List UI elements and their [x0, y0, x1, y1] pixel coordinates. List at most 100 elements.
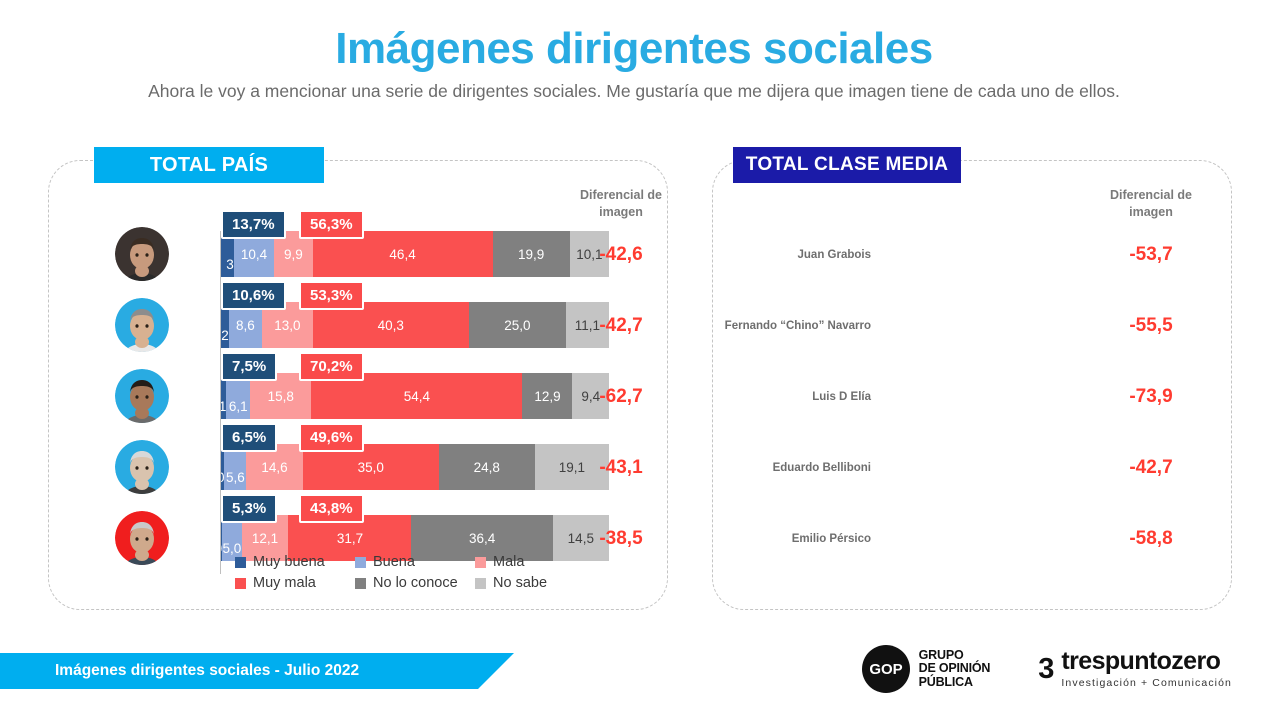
person-name-label: Fernando “Chino” Navarro [724, 319, 871, 332]
chart-row: Luis D Elía1,14,915,664,35,19,06%79,9%-7… [713, 361, 1231, 432]
segment-value-label: 40,3 [377, 317, 404, 333]
page-header: Imágenes dirigentes sociales Ahora le vo… [0, 0, 1268, 104]
differential-value: -42,7 [599, 314, 643, 336]
positive-image-chip: 13,7% [221, 210, 286, 239]
svg-text:GOP: GOP [869, 661, 902, 678]
tpz-wordmark: trespuntozero [1061, 647, 1221, 675]
bar-segment-no-lo-conoce: 19,9 [492, 231, 570, 277]
avatar-emilio-persico [115, 511, 169, 565]
chart-row: Fernando “Chino” Navarro1,56,016,246,819… [713, 290, 1231, 361]
gop-line-1: GRUPO [918, 647, 964, 662]
chart-row: 3,310,49,946,419,910,113,7%56,3%-42,6 [49, 210, 667, 290]
charts-container: TOTAL PAÍS Diferencial de imagen 3,310,4… [0, 147, 1268, 620]
differential-value: -38,5 [599, 527, 643, 549]
legend-swatch-icon [355, 577, 366, 589]
negative-image-chip: 70,2% [299, 352, 364, 381]
positive-image-chip: 10,6% [221, 281, 286, 310]
legend-item: Muy mala [235, 575, 355, 591]
differential-value: -73,9 [1129, 385, 1173, 407]
differential-value: -43,1 [599, 456, 643, 478]
chart-row: 0,35,012,131,736,414,55,3%43,8%-38,5 [49, 494, 667, 574]
chart-row: 2,08,613,040,325,011,110,6%53,3%-42,7 [49, 281, 667, 361]
page-title: Imágenes dirigentes sociales [335, 24, 933, 73]
differential-value: -62,7 [599, 385, 643, 407]
segment-value-label: 9,9 [283, 246, 303, 262]
segment-value-label: 25,0 [504, 317, 531, 333]
segment-value-label: 15,8 [267, 388, 294, 404]
differential-value: -55,5 [1129, 314, 1173, 336]
differential-value: -42,7 [1129, 456, 1173, 478]
segment-value-label: 31,7 [336, 530, 364, 546]
legend-item: Mala [475, 554, 595, 570]
differential-value: -42,6 [599, 243, 643, 265]
gop-circle-icon: GOP [861, 645, 910, 693]
positive-image-chip: 5,3% [221, 494, 278, 523]
stacked-bar: 3,310,49,946,419,910,113,7%56,3% [221, 210, 609, 277]
panel-badge-total-clase-media: TOTAL CLASE MEDIA [733, 147, 961, 183]
legend-label: Muy mala [253, 575, 316, 591]
avatar-eduardo-belliboni [115, 440, 169, 494]
segment-value-label: 5,6 [225, 470, 245, 485]
tpz-tagline: Investigación + Comunicación [1061, 677, 1232, 689]
diff-header-right: Diferencial de imagen [1110, 188, 1192, 219]
segment-value-label: 24,8 [473, 459, 500, 475]
stacked-bar: 0,95,614,635,024,819,16,5%49,6% [217, 423, 609, 490]
segment-value-label: 8,6 [236, 317, 255, 333]
bar-segment-no-lo-conoce: 25,0 [468, 302, 566, 348]
chart-row: 1,46,115,854,412,99,47,5%70,2%-62,7 [49, 352, 667, 432]
segment-value-label: 36,4 [468, 530, 496, 546]
person-name-label: Emilio Pérsico [791, 532, 871, 545]
logo-grupo-de-opinion-publica: GOP GRUPO DE OPINIÓN PÚBLICA [861, 645, 991, 693]
segment-value-label: 19,9 [518, 246, 545, 262]
panel-total-pais: TOTAL PAÍS Diferencial de imagen 3,310,4… [48, 147, 668, 610]
chart-rows-total-pais: 3,310,49,946,419,910,113,7%56,3%-42,62,0… [49, 210, 667, 574]
avatar-juan-grabois [115, 227, 169, 281]
segment-value-label: 12,1 [251, 530, 279, 546]
segment-value-label: 13,0 [274, 317, 301, 333]
chart-row: Emilio Pérsico0,52,719,538,523,415,43,2%… [713, 503, 1231, 574]
panel-total-clase-media: TOTAL CLASE MEDIA Diferencial de imagen … [712, 147, 1232, 610]
legend-swatch-icon [475, 556, 486, 568]
legend-item: No sabe [475, 575, 595, 591]
legend-label: Muy buena [253, 554, 325, 570]
negative-image-chip: 53,3% [299, 281, 364, 310]
footer-banner-text: Imágenes dirigentes sociales - Julio 202… [55, 662, 360, 679]
diff-header-left: Diferencial de imagen [580, 188, 662, 219]
chart-row: Juan Grabois2,910,111,255,511,98,413%66,… [713, 219, 1231, 290]
chart-row: Eduardo Belliboni0,63,812,634,534,214,34… [713, 432, 1231, 503]
stacked-bar: 0,35,012,131,736,414,55,3%43,8% [215, 494, 609, 561]
legend-item: No lo conoce [355, 575, 475, 591]
positive-image-chip: 6,5% [221, 423, 278, 452]
segment-value-label: 6,1 [228, 399, 248, 414]
person-name-label: Eduardo Belliboni [772, 461, 871, 474]
avatar-luis-delia [115, 369, 169, 423]
avatar-fernando-navarro [115, 298, 169, 352]
gop-line-3: PÚBLICA [918, 674, 973, 689]
segment-value-label: 35,0 [357, 459, 384, 475]
positive-image-chip: 7,5% [221, 352, 278, 381]
legend-swatch-icon [355, 556, 366, 568]
negative-image-chip: 49,6% [299, 423, 364, 452]
legend-swatch-icon [235, 577, 246, 589]
chart-row: 0,95,614,635,024,819,16,5%49,6%-43,1 [49, 423, 667, 503]
logo-trespuntozero: 3 trespuntozero Investigación + Comunica… [1038, 647, 1232, 690]
segment-value-label: 12,9 [534, 388, 561, 404]
stacked-bar: 2,08,613,040,325,011,110,6%53,3% [221, 281, 609, 348]
axis-line [220, 231, 221, 574]
segment-value-label: 46,4 [389, 246, 416, 262]
tpz-three-icon: 3 [1038, 652, 1055, 685]
person-name-label: Juan Grabois [797, 248, 872, 261]
segment-value-label: 14,6 [261, 459, 288, 475]
negative-image-chip: 56,3% [299, 210, 364, 239]
legend-label: Buena [373, 554, 415, 570]
legend-item: Buena [355, 554, 475, 570]
differential-value: -53,7 [1129, 243, 1173, 265]
segment-value-label: 54,4 [403, 388, 431, 404]
bar-segment-no-lo-conoce: 24,8 [438, 444, 535, 490]
gop-wordmark: GRUPO DE OPINIÓN PÚBLICA [918, 647, 991, 690]
stacked-bar: 1,46,115,854,412,99,47,5%70,2% [219, 352, 609, 419]
footer-logos: GOP GRUPO DE OPINIÓN PÚBLICA 3 trespunto… [861, 645, 1232, 693]
legend-swatch-icon [235, 556, 246, 568]
differential-value: -58,8 [1129, 527, 1173, 549]
legend-item: Muy buena [235, 554, 355, 570]
